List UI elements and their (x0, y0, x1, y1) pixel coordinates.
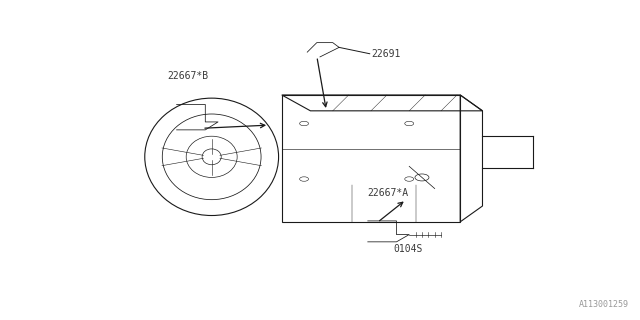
Text: 22667*A: 22667*A (368, 188, 409, 198)
Text: 22667*B: 22667*B (167, 71, 208, 81)
Text: 22691: 22691 (371, 49, 401, 59)
Text: A113001259: A113001259 (579, 300, 629, 309)
Text: 0104S: 0104S (394, 244, 422, 254)
